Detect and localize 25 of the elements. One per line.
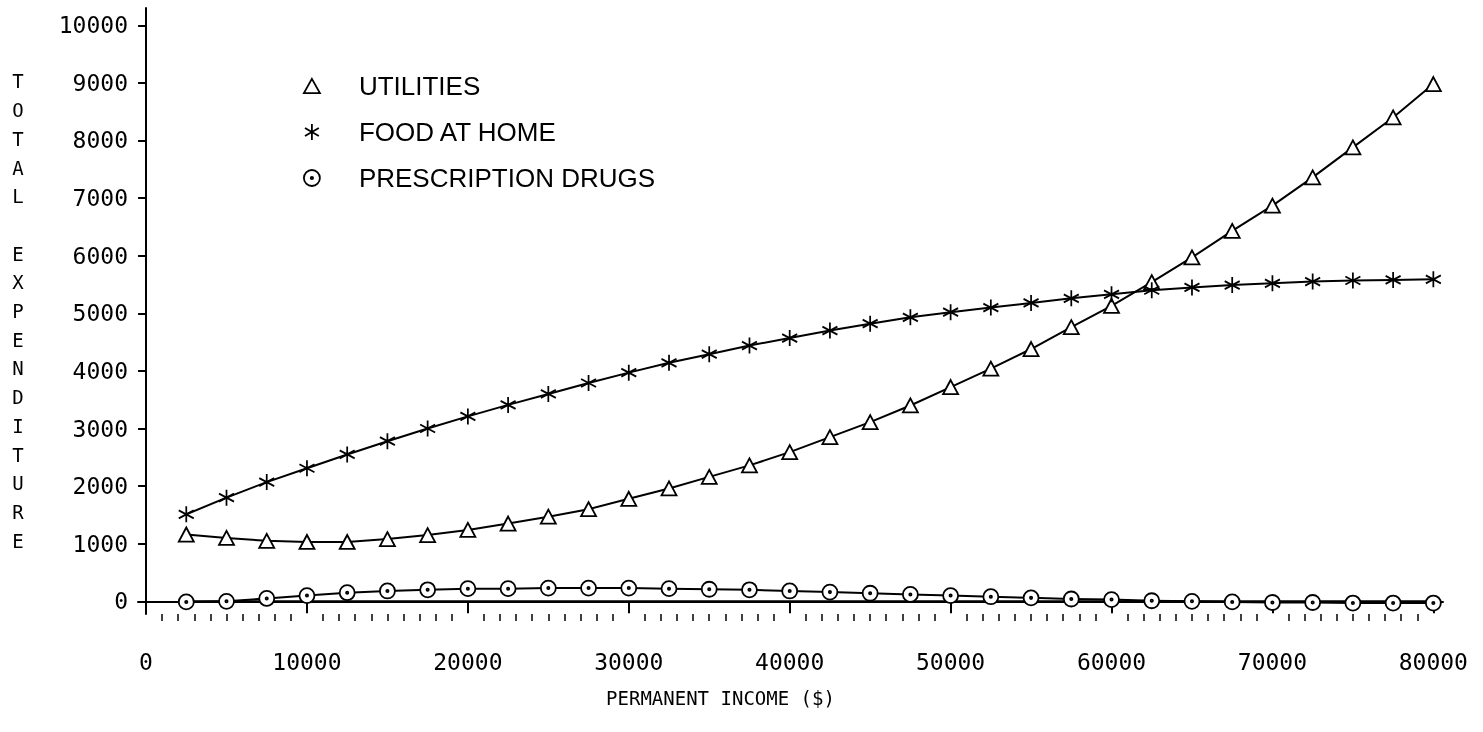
- x-tick-label: 0: [139, 648, 153, 675]
- y-tick-label: 10000: [58, 12, 128, 39]
- text: TOTAL EXPENDITURE: [12, 70, 24, 552]
- x-tick-label: 10000: [272, 648, 342, 675]
- x-axis-title: PERMANENT INCOME ($): [606, 686, 835, 709]
- legend-label: UTILITIES: [358, 71, 481, 101]
- y-tick-label: 6000: [72, 242, 128, 269]
- legend-label: FOOD AT HOME: [358, 117, 556, 147]
- y-tick-label: 2000: [72, 473, 128, 500]
- y-tick-label: 7000: [72, 185, 128, 212]
- x-tick-label: 50000: [915, 648, 986, 675]
- legend-label: PRESCRIPTION DRUGS: [358, 163, 656, 193]
- y-tick-label: 3000: [72, 415, 128, 442]
- x-tick-label: 70000: [1237, 648, 1308, 675]
- y-tick-label: 5000: [72, 300, 128, 327]
- x-tick-label: 40000: [755, 648, 825, 675]
- y-tick-label: 1000: [72, 530, 128, 557]
- x-tick-label: 30000: [594, 648, 664, 675]
- x-tick-label: 60000: [1076, 648, 1147, 675]
- y-tick-label: 8000: [72, 127, 128, 154]
- y-tick-label: 9000: [72, 69, 128, 96]
- x-tick-label: 20000: [433, 648, 503, 675]
- y-tick-label: 4000: [72, 357, 128, 384]
- x-tick-label: 80000: [1398, 648, 1468, 675]
- y-tick-label: 0: [114, 588, 128, 615]
